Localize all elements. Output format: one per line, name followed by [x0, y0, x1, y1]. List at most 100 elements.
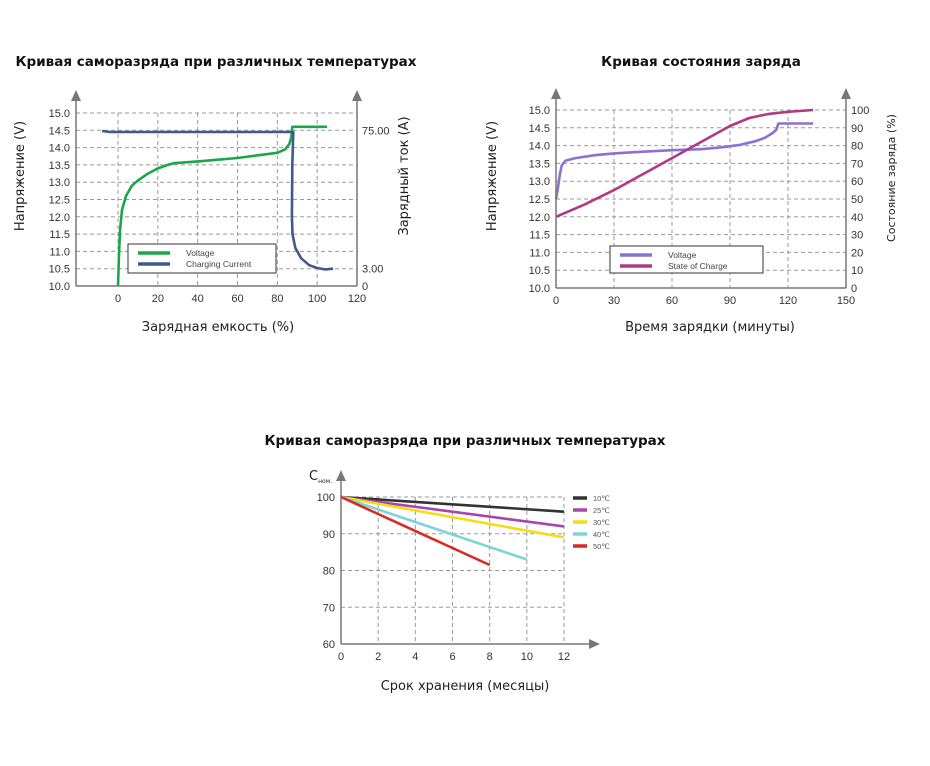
- y2-tick-label: 70: [851, 158, 863, 170]
- axis-arrow-icon: [589, 639, 600, 649]
- y2-tick-label: 50: [851, 194, 863, 206]
- legend-label: Charging Current: [186, 259, 252, 269]
- y2-tick-label: 30: [851, 230, 863, 242]
- y2-axis-label: Зарядный ток (A): [397, 116, 412, 235]
- y-tick-label: 15.0: [49, 108, 70, 120]
- series-layer: [340, 495, 565, 567]
- y2-tick-label: 0: [362, 281, 368, 293]
- series-layer: [101, 125, 334, 287]
- y-tick-label: 13.0: [529, 176, 550, 188]
- y-tick-label: 70: [323, 602, 335, 614]
- x-tick-label: 30: [608, 295, 620, 307]
- chart-title: Кривая саморазряда при различных темпера…: [16, 54, 417, 70]
- y-tick-label: 12.0: [49, 212, 70, 224]
- ticks: 10.0 10.5 11.0 11.5 12.0 12.5 13.0 13.5 14.0 14.5…: [529, 105, 870, 307]
- series-line-30-: [340, 495, 565, 539]
- x-tick-label: 60: [666, 295, 678, 307]
- y-tick-label: 11.0: [529, 247, 550, 259]
- y2-tick-label: 0: [851, 283, 857, 295]
- legend-label: Voltage: [186, 248, 215, 258]
- y-tick-label: 80: [323, 566, 335, 578]
- y2-tick-label: 3.00: [362, 264, 383, 276]
- chart-title: Кривая состояния заряда: [601, 54, 801, 70]
- x-tick-label: 2: [375, 651, 381, 663]
- y-tick-label: 14.0: [529, 141, 550, 153]
- x-tick-label: 90: [724, 295, 736, 307]
- x-tick-label: 0: [115, 293, 121, 305]
- chart-state-of-charge: Кривая состояния заряда 10.0 10.5 11.0 11.5…: [485, 54, 898, 335]
- x-tick-label: 100: [308, 293, 326, 305]
- x-tick-label: 8: [487, 651, 493, 663]
- y-tick-label: 10.0: [49, 281, 70, 293]
- y2-tick-label: 60: [851, 176, 863, 188]
- y-tick-label: 13.0: [49, 177, 70, 189]
- axis-arrow-icon: [336, 470, 346, 481]
- x-tick-label: 10: [521, 651, 533, 663]
- y-tick-label: 90: [323, 529, 335, 541]
- axis-arrow-icon: [551, 88, 561, 99]
- axes: [71, 90, 362, 287]
- axis-arrow-icon: [352, 90, 362, 101]
- x-axis-label: Зарядная емкость (%): [142, 320, 294, 335]
- y-axis-label: Cном.: [309, 469, 332, 485]
- legend-box: [127, 243, 277, 274]
- y-tick-label: 14.0: [49, 143, 70, 155]
- y-tick-label: 100: [317, 492, 335, 504]
- y-axis-label-main: C: [309, 469, 318, 484]
- legend-label: 25℃: [593, 506, 610, 515]
- y-tick-label: 12.5: [49, 195, 70, 207]
- y2-tick-label: 90: [851, 123, 863, 135]
- chart-charge-capacity: Кривая саморазряда при различных темпера…: [13, 54, 417, 335]
- y2-tick-label: 80: [851, 141, 863, 153]
- legend-label: State of Charge: [668, 261, 728, 271]
- legend-label: 30℃: [593, 518, 610, 527]
- chart-self-discharge: Кривая саморазряда при различных темпера…: [265, 433, 666, 694]
- series-line-40-: [340, 495, 528, 561]
- x-tick-label: 6: [449, 651, 455, 663]
- x-tick-label: 0: [553, 295, 559, 307]
- legend-label: 40℃: [593, 530, 610, 539]
- grid: [76, 112, 357, 286]
- y-axis-label: Напряжение (V): [13, 121, 28, 231]
- x-tick-label: 120: [779, 295, 797, 307]
- series-layer: [554, 108, 814, 218]
- x-tick-label: 0: [338, 651, 344, 663]
- y-axis-label-sub: ном.: [318, 478, 332, 485]
- ticks: 10.0 10.5 11.0 11.5 12.0 12.5 13.0 13.5 14.0 14.5…: [49, 108, 390, 305]
- y2-tick-label: 100: [851, 105, 869, 117]
- axis-arrow-icon: [841, 88, 851, 99]
- series-line-voltage: [554, 122, 814, 200]
- chart-title: Кривая саморазряда при различных темпера…: [265, 433, 666, 449]
- y-tick-label: 14.5: [529, 123, 550, 135]
- x-tick-label: 80: [271, 293, 283, 305]
- y2-tick-label: 75.00: [362, 125, 390, 137]
- ticks: 60 70 80 90 100 0 2 4 6 8 10 12: [317, 492, 570, 663]
- y-tick-label: 12.5: [529, 194, 550, 206]
- y-tick-label: 10.0: [529, 283, 550, 295]
- x-axis-label: Срок хранения (месяцы): [381, 679, 550, 694]
- x-tick-label: 4: [412, 651, 418, 663]
- legend-label: 50℃: [593, 542, 610, 551]
- y-tick-label: 14.5: [49, 125, 70, 137]
- y-tick-label: 11.5: [529, 230, 550, 242]
- y2-axis-label: Состояние заряда (%): [885, 114, 898, 242]
- x-tick-label: 60: [231, 293, 243, 305]
- y-tick-label: 60: [323, 639, 335, 651]
- axes: [336, 470, 600, 649]
- y-tick-label: 11.5: [49, 229, 70, 241]
- y-tick-label: 10.5: [529, 265, 550, 277]
- grid: [341, 496, 565, 644]
- axis-arrow-icon: [71, 90, 81, 101]
- x-tick-label: 150: [837, 295, 855, 307]
- y2-tick-label: 20: [851, 247, 863, 259]
- series-line-state-of-charge: [555, 108, 814, 218]
- series-line-charging-current: [101, 129, 334, 271]
- y2-tick-label: 10: [851, 265, 863, 277]
- x-tick-label: 120: [348, 293, 366, 305]
- x-tick-label: 12: [558, 651, 570, 663]
- y-tick-label: 13.5: [529, 158, 550, 170]
- y-tick-label: 13.5: [49, 160, 70, 172]
- legend-label: Voltage: [668, 250, 697, 260]
